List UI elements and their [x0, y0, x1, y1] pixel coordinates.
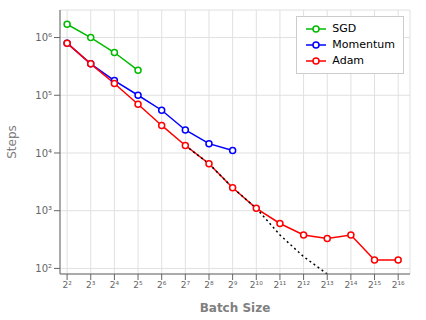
svg-text:2⁴: 2⁴: [110, 280, 120, 290]
svg-text:2¹⁰: 2¹⁰: [250, 280, 263, 290]
html-text:Momentum: Momentum: [332, 38, 395, 51]
svg-text:Steps: Steps: [8, 125, 19, 159]
svg-text:10⁶: 10⁶: [35, 32, 52, 43]
svg-text:Batch Size: Batch Size: [200, 301, 271, 315]
svg-text:2⁶: 2⁶: [157, 280, 167, 290]
svg-text:10³: 10³: [35, 205, 52, 216]
svg-text:10⁵: 10⁵: [35, 90, 52, 101]
svg-text:2³: 2³: [86, 280, 96, 290]
svg-text:2²: 2²: [62, 280, 72, 290]
svg-text:2⁸: 2⁸: [204, 280, 214, 290]
svg-text:2¹²: 2¹²: [297, 280, 310, 290]
html-text:Adam: Adam: [332, 54, 365, 67]
svg-text:10⁴: 10⁴: [35, 148, 52, 159]
html-text:SGD: SGD: [332, 22, 357, 35]
svg-text:2¹⁴: 2¹⁴: [344, 280, 357, 290]
svg-text:2¹³: 2¹³: [321, 280, 334, 290]
svg-text:2⁵: 2⁵: [133, 280, 143, 290]
svg-text:2¹⁶: 2¹⁶: [392, 280, 405, 290]
svg-text:2¹⁵: 2¹⁵: [368, 280, 381, 290]
svg-text:2⁷: 2⁷: [181, 280, 191, 290]
svg-text:2¹¹: 2¹¹: [273, 280, 286, 290]
svg-text:10²: 10²: [35, 263, 52, 274]
svg-text:2⁹: 2⁹: [228, 280, 238, 290]
